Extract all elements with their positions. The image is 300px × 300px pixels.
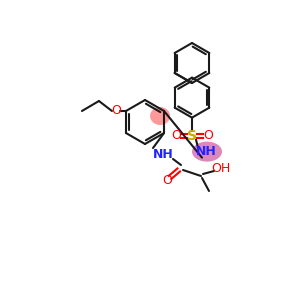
Text: OH: OH — [212, 161, 231, 175]
Ellipse shape — [150, 107, 170, 125]
Ellipse shape — [192, 142, 222, 162]
Text: O: O — [162, 173, 172, 187]
Text: NH: NH — [196, 145, 216, 158]
Text: O: O — [111, 104, 121, 118]
Text: S: S — [187, 129, 197, 142]
Text: NH: NH — [153, 148, 173, 160]
Text: O: O — [171, 129, 181, 142]
Text: O: O — [203, 129, 213, 142]
